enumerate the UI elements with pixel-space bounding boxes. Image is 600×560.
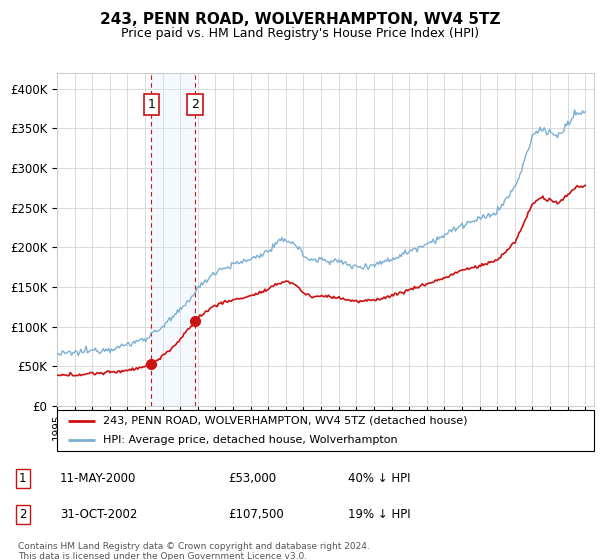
Text: 2: 2 — [191, 98, 199, 111]
Text: £107,500: £107,500 — [228, 507, 284, 521]
Text: 40% ↓ HPI: 40% ↓ HPI — [348, 472, 410, 486]
Text: 243, PENN ROAD, WOLVERHAMPTON, WV4 5TZ (detached house): 243, PENN ROAD, WOLVERHAMPTON, WV4 5TZ (… — [103, 416, 467, 426]
Bar — [151, 73, 195, 406]
Text: 243, PENN ROAD, WOLVERHAMPTON, WV4 5TZ: 243, PENN ROAD, WOLVERHAMPTON, WV4 5TZ — [100, 12, 500, 27]
Text: Contains HM Land Registry data © Crown copyright and database right 2024.
This d: Contains HM Land Registry data © Crown c… — [18, 542, 370, 560]
Text: 19% ↓ HPI: 19% ↓ HPI — [348, 507, 410, 521]
Text: Price paid vs. HM Land Registry's House Price Index (HPI): Price paid vs. HM Land Registry's House … — [121, 27, 479, 40]
Text: 11-MAY-2000: 11-MAY-2000 — [60, 472, 136, 486]
Text: 1: 1 — [148, 98, 155, 111]
Text: £53,000: £53,000 — [228, 472, 276, 486]
Text: 31-OCT-2002: 31-OCT-2002 — [60, 507, 137, 521]
Text: 1: 1 — [19, 472, 26, 486]
Text: 2: 2 — [19, 507, 26, 521]
Text: HPI: Average price, detached house, Wolverhampton: HPI: Average price, detached house, Wolv… — [103, 435, 397, 445]
